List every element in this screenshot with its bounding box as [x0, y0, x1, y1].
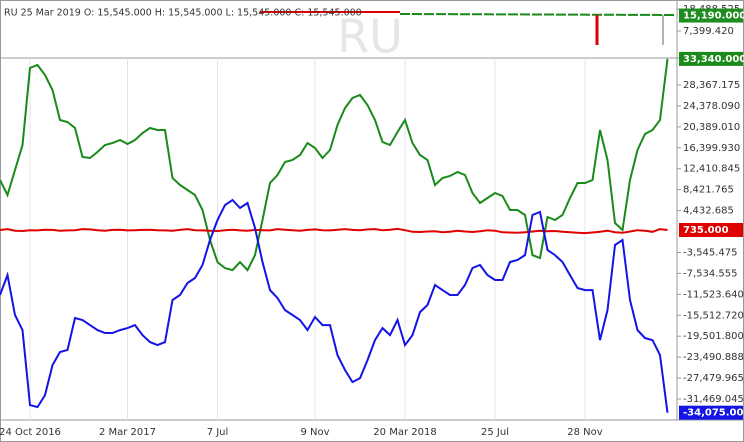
y-tick-label: 28,367.175: [683, 80, 740, 91]
y-tick-label: -3,545.475: [683, 247, 738, 258]
y-tick-label: 4,432.685: [683, 206, 734, 217]
watermark: RU: [337, 10, 403, 64]
price-badge: [679, 405, 743, 420]
y-tick-label: -19,501.800: [683, 331, 744, 342]
header: RU 25 Mar 2019 O: 15,545.000 H: 15,545.0…: [4, 8, 362, 19]
y-tick-label: -15,512.720: [683, 310, 744, 321]
price-badge: [679, 51, 743, 66]
y-tick-label: -23,490.888: [683, 352, 744, 363]
top-price-line: [260, 11, 676, 45]
x-tick-label: 28 Nov: [567, 427, 603, 438]
series-line: [0, 227, 668, 235]
price-badge-label: 15,190.000: [683, 11, 744, 22]
x-tick-label: 2 Mar 2017: [99, 427, 156, 438]
price-segment: [399, 13, 676, 16]
y-tick-label: 20,389.010: [683, 122, 740, 133]
x-tick-label: 7 Jul: [207, 427, 229, 438]
x-tick-label: 24 Oct 2016: [0, 427, 61, 438]
x-tick-label: 25 Jul: [481, 427, 509, 438]
y-tick-label: 16,399.930: [683, 143, 740, 154]
y-tick-label: -7,534.555: [683, 268, 738, 279]
y-tick-label: -11,523.640: [683, 289, 744, 300]
y-tick-label: 8,421.765: [683, 185, 734, 196]
x-tick-label: 20 Mar 2018: [373, 427, 436, 438]
price-badge: [679, 222, 743, 237]
series-line: [0, 58, 669, 272]
price-badge: [679, 8, 743, 23]
price-badge-label: -34,075.000: [683, 408, 744, 419]
price-badge-label: 33,340.000: [683, 54, 744, 65]
x-tick-label: 9 Nov: [300, 427, 329, 438]
y-tick-label: 24,378.090: [683, 101, 740, 112]
y-tick-label: -31,469.045: [683, 394, 744, 405]
y-tick-label: 7,399.420: [683, 26, 734, 37]
y-tick-label: 12,410.845: [683, 164, 740, 175]
price-badge-label: 735.000: [683, 225, 729, 236]
y-tick-label: -27,479.965: [683, 373, 744, 384]
series-line: [0, 198, 669, 413]
